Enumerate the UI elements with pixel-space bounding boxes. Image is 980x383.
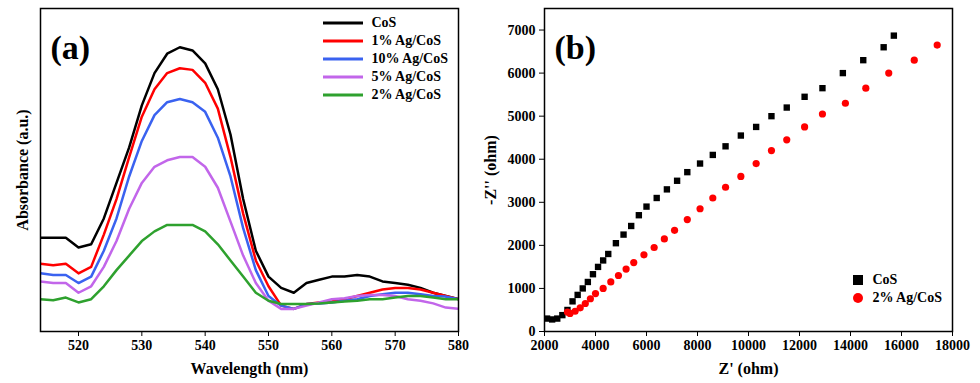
svg-text:520: 520 — [68, 338, 89, 353]
svg-text:570: 570 — [385, 338, 406, 353]
svg-text:6000: 6000 — [633, 338, 661, 353]
svg-text:Wavelength (nm): Wavelength (nm) — [191, 360, 309, 378]
svg-text:10000: 10000 — [731, 338, 766, 353]
svg-text:2000: 2000 — [531, 338, 559, 353]
svg-text:540: 540 — [195, 338, 216, 353]
html-text:CoS: CoS — [872, 272, 898, 287]
svg-text:530: 530 — [131, 338, 152, 353]
svg-text:560: 560 — [321, 338, 342, 353]
svg-text:16000: 16000 — [884, 338, 919, 353]
svg-text:14000: 14000 — [833, 338, 868, 353]
svg-text:580: 580 — [448, 338, 469, 353]
svg-text:Z' (ohm): Z' (ohm) — [719, 360, 779, 378]
svg-text:18000: 18000 — [935, 338, 970, 353]
html-text:10% Ag/CoS: 10% Ag/CoS — [371, 51, 448, 66]
svg-text:2000: 2000 — [508, 238, 536, 253]
html-text:CoS: CoS — [371, 15, 397, 30]
svg-text:(b): (b) — [555, 29, 597, 67]
svg-text:6000: 6000 — [508, 66, 536, 81]
svg-text:550: 550 — [258, 338, 279, 353]
svg-text:4000: 4000 — [508, 152, 536, 167]
svg-text:-Z'' (ohm): -Z'' (ohm) — [482, 135, 500, 205]
html-text:2% Ag/CoS: 2% Ag/CoS — [371, 87, 441, 102]
svg-text:0: 0 — [529, 324, 536, 339]
svg-text:(a): (a) — [51, 29, 91, 67]
svg-text:4000: 4000 — [582, 338, 610, 353]
svg-text:12000: 12000 — [782, 338, 817, 353]
svg-text:5000: 5000 — [508, 109, 536, 124]
html-text:2% Ag/CoS: 2% Ag/CoS — [872, 290, 942, 305]
svg-text:1000: 1000 — [508, 281, 536, 296]
html-text:5% Ag/CoS: 5% Ag/CoS — [371, 69, 441, 84]
svg-text:Absorbance (a.u.): Absorbance (a.u.) — [14, 109, 32, 230]
svg-text:3000: 3000 — [508, 195, 536, 210]
svg-text:8000: 8000 — [684, 338, 712, 353]
svg-text:7000: 7000 — [508, 23, 536, 38]
html-text:1% Ag/CoS: 1% Ag/CoS — [371, 33, 441, 48]
